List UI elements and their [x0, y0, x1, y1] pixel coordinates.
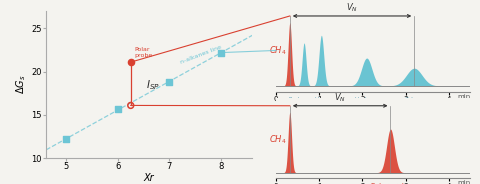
Point [217, 51, 225, 54]
Point [114, 107, 122, 110]
Point [166, 81, 173, 84]
Text: $I_{SP}$: $I_{SP}$ [146, 78, 160, 91]
Text: Octane: Octane [404, 97, 424, 102]
Text: $V_N$: $V_N$ [346, 1, 358, 14]
Point [62, 138, 70, 141]
X-axis label: Xr: Xr [144, 173, 154, 183]
Text: Heptane: Heptane [355, 97, 378, 102]
Text: min: min [457, 93, 470, 100]
Text: n-alkanes line: n-alkanes line [180, 44, 223, 65]
Point [127, 61, 134, 64]
Text: Pentane: Pentane [288, 97, 311, 102]
Text: Hexane: Hexane [315, 97, 336, 102]
Text: $CH_4$: $CH_4$ [269, 133, 287, 146]
Text: Polar
probe: Polar probe [134, 47, 153, 58]
Text: $V_N$: $V_N$ [334, 91, 346, 104]
Point [127, 104, 134, 107]
Text: Polar probe: Polar probe [371, 183, 410, 184]
Text: min: min [457, 180, 470, 184]
Y-axis label: $\Delta G_s$: $\Delta G_s$ [14, 75, 28, 94]
Text: $CH_4$: $CH_4$ [269, 45, 287, 57]
